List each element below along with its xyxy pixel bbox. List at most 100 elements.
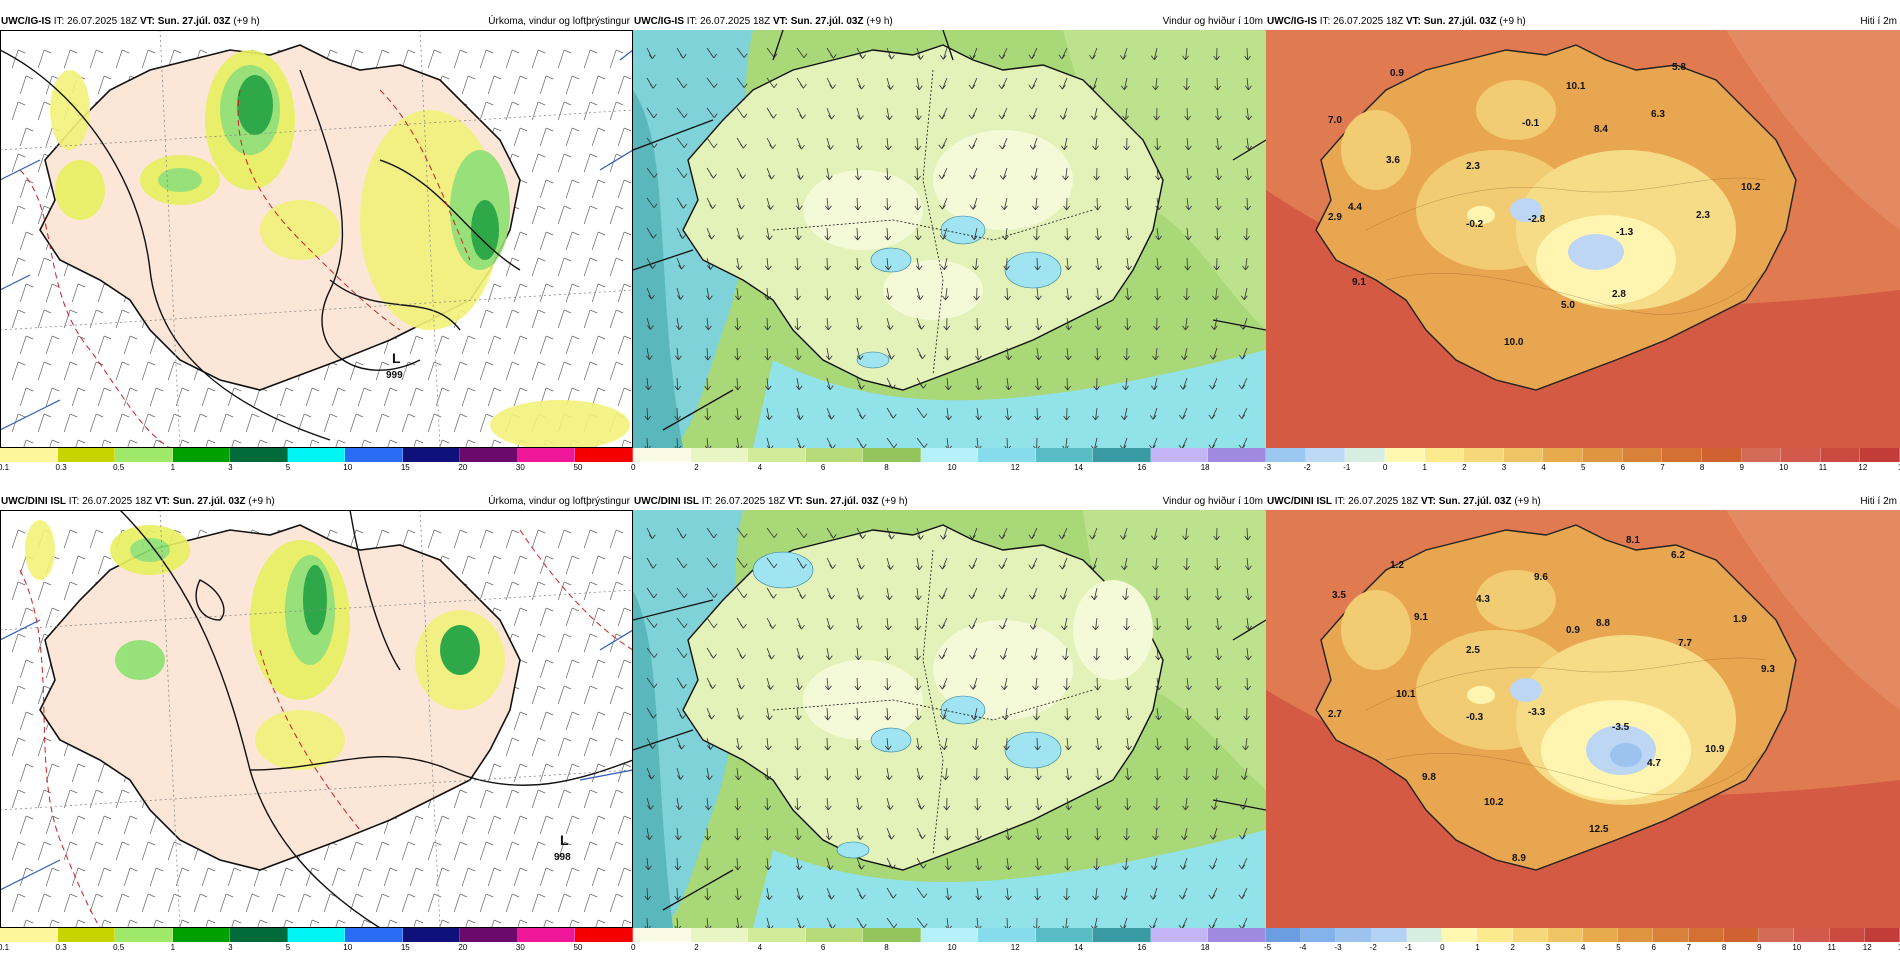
colorbar-swatch (1384, 448, 1425, 462)
colorbar-tick-label: 2 (694, 463, 699, 472)
wind-map-svg (633, 510, 1266, 928)
model-name: UWC/DINI ISL (1267, 496, 1332, 507)
colorbar-swatch (633, 448, 691, 462)
colorbar-swatch (1336, 928, 1372, 942)
colorbar-tick-label: 13 (1898, 943, 1900, 953)
colorbar-swatch (1741, 448, 1782, 462)
colorbar-tick-label: 2 (694, 943, 699, 952)
colorbar-tick-label: 7 (1686, 943, 1692, 952)
colorbar-swatch (1829, 928, 1865, 942)
colorbar-tick-label: 0.5 (113, 943, 125, 952)
panel-title: Hiti í 2m (1860, 16, 1897, 27)
colorbar-tick-label: 2 (1510, 943, 1515, 952)
valid-time: VT: Sun. 27.júl. 03Z (154, 496, 246, 507)
model-name: UWC/IG-IS (634, 16, 684, 27)
colorbar-swatch (1794, 928, 1830, 942)
temperature-label: 7.0 (1328, 115, 1342, 126)
colorbar-swatch (287, 448, 346, 462)
colorbar-swatch (1543, 448, 1583, 462)
colorbar-swatch (1305, 448, 1346, 462)
colorbar-swatch (575, 928, 634, 942)
colorbar-swatch (1464, 448, 1504, 462)
panel-title: Vindur og hviður í 10m (1162, 16, 1263, 27)
wind-map[interactable] (633, 30, 1266, 448)
colorbar-swatch (1208, 448, 1267, 462)
colorbar-tick-label: 3 (1545, 943, 1551, 952)
lead-time: (+9 h) (1514, 496, 1541, 507)
temperature-label: 8.8 (1596, 618, 1610, 629)
temperature-label: 10.2 (1484, 797, 1504, 808)
colorbar-tick-label: 50 (573, 463, 583, 472)
model-name: UWC/IG-IS (1, 16, 51, 27)
colorbar-swatch (57, 928, 116, 942)
precip-colorbar: 0.1 0.3 0.5 1 3 5 10 15 20 30 50 (0, 448, 634, 476)
temperature-label: 9.6 (1534, 572, 1548, 583)
colorbar-swatches (1266, 928, 1900, 942)
valid-time: VT: Sun. 27.júl. 03Z (1405, 16, 1497, 27)
temperature-label: 2.9 (1328, 212, 1342, 223)
temp-colorbar: -5-4-3-2-1012345678910111213 (1264, 928, 1900, 956)
temperature-label: 10.1 (1396, 689, 1416, 700)
lead-time: (+9 h) (233, 16, 260, 27)
panel-header: UWC/IG-IS IT: 26.07.2025 18Z VT: Sun. 27… (0, 14, 633, 30)
colorbar-swatch (1820, 448, 1861, 462)
colorbar-tick-label: 4 (1581, 943, 1586, 952)
panel-title: Úrkoma, vindur og loftþrýstingur (488, 16, 630, 27)
colorbar-swatch (1266, 928, 1302, 942)
panel-header: UWC/IG-IS IT: 26.07.2025 18Z VT: Sun. 27… (1266, 14, 1900, 30)
colorbar-tick-label: 10 (343, 943, 353, 952)
colorbar-tick-label: 0.3 (55, 463, 67, 472)
colorbar-swatch (230, 448, 288, 462)
colorbar-swatch (402, 448, 461, 462)
temperature-label: 2.7 (1328, 709, 1342, 720)
panel-header: UWC/DINI ISL IT: 26.07.2025 18Z VT: Sun.… (0, 494, 633, 510)
colorbar-tick-label: 20 (458, 943, 468, 952)
init-time: IT: 26.07.2025 18Z (1319, 16, 1404, 27)
precip-map[interactable]: L 998 (0, 510, 633, 928)
colorbar-tick-label: 3 (228, 463, 233, 472)
colorbar-swatch (863, 448, 921, 462)
colorbar-tick-label: 12 (1858, 463, 1868, 472)
colorbar-tick-label: 0.5 (113, 463, 125, 472)
colorbar-tick-label: 18 (1200, 943, 1210, 952)
precip-panel-row1: UWC/IG-IS IT: 26.07.2025 18Z VT: Sun. 27… (0, 14, 634, 472)
precip-colorbar: 0.1 0.3 0.5 1 3 5 10 15 20 30 50 (0, 928, 634, 956)
colorbar-tick-label: -2 (1369, 943, 1377, 952)
colorbar-tick-label: -5 (1264, 943, 1272, 952)
temperature-label: 2.8 (1612, 289, 1626, 300)
colorbar-tick-label: -4 (1299, 943, 1307, 952)
colorbar-tick-label: 12 (1010, 943, 1020, 952)
temp-map[interactable]: 8.1 1.2 6.2 3.5 9.6 4.3 9.1 8.8 1.9 0.9 2.5 7.7 10.1… (1266, 510, 1900, 928)
temperature-label: 1.9 (1733, 614, 1747, 625)
colorbar-swatch (172, 928, 231, 942)
init-time: IT: 26.07.2025 18Z (53, 16, 138, 27)
temperature-label: 4.4 (1348, 202, 1362, 213)
temperature-label: 8.1 (1626, 535, 1640, 546)
temperature-label: 8.9 (1512, 853, 1526, 864)
temperature-label: 9.8 (1422, 772, 1436, 783)
panel-title: Úrkoma, vindur og loftþrýstingur (488, 496, 630, 507)
colorbar-swatch (1371, 928, 1407, 942)
colorbar-swatch (57, 448, 116, 462)
wind-map[interactable] (633, 510, 1266, 928)
colorbar-tick-label: 30 (515, 463, 525, 472)
precip-panel-row2: UWC/DINI ISL IT: 26.07.2025 18Z VT: Sun.… (0, 494, 634, 952)
colorbar-tick-label: 12 (1010, 463, 1020, 472)
colorbar-tick-label: -3 (1334, 943, 1342, 952)
colorbar-swatch (1662, 448, 1702, 462)
colorbar-swatches (633, 448, 1267, 462)
colorbar-tick-label: 14 (1074, 463, 1083, 472)
colorbar-swatch (978, 448, 1036, 462)
precip-map-svg: L 998 (0, 510, 633, 928)
colorbar-swatch (805, 928, 864, 942)
temperature-label: 2.3 (1466, 161, 1480, 172)
temperature-label: 12.5 (1589, 824, 1609, 835)
colorbar-tick-label: -2 (1303, 463, 1311, 472)
precip-map[interactable]: L 999 (0, 30, 633, 448)
temperature-label: 3.5 (1332, 590, 1346, 601)
temp-map[interactable]: 0.9 10.1 5.8 7.0 -0.1 8.4 6.3 3.6 2.3 10.2 4.4 2.9 -… (1266, 30, 1900, 448)
valid-time: VT: Sun. 27.júl. 03Z (1420, 496, 1512, 507)
colorbar-swatch (345, 928, 403, 942)
colorbar-swatch (1583, 448, 1623, 462)
colorbar-swatch (517, 928, 576, 942)
